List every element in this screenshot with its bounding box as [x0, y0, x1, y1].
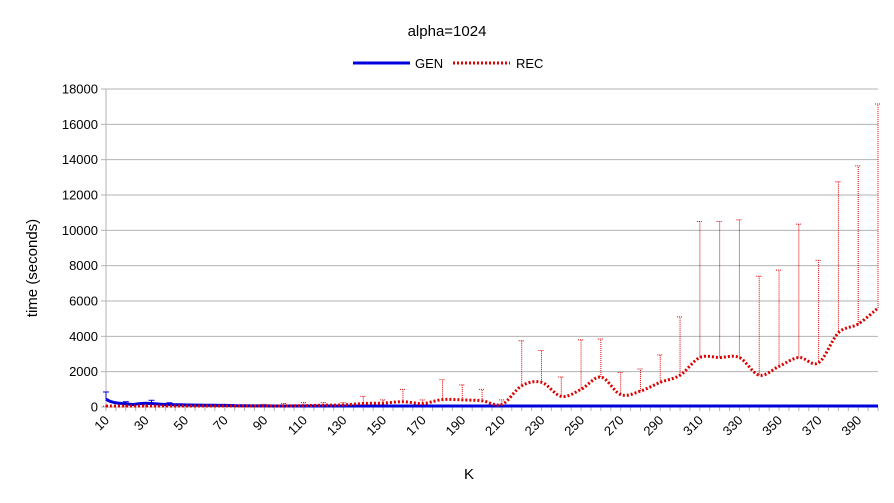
x-tick-label-110: 110 [285, 413, 310, 438]
x-tick-label-90: 90 [250, 413, 271, 434]
x-tick-label-150: 150 [363, 413, 389, 439]
x-tick-label-290: 290 [640, 413, 666, 439]
x-tick-label-350: 350 [759, 413, 785, 439]
y-tick-label-6000: 6000 [69, 294, 98, 309]
x-tick-label-170: 170 [403, 413, 429, 439]
x-tick-label-330: 330 [720, 413, 746, 439]
series-lines [105, 306, 879, 408]
legend: GEN REC [353, 56, 543, 71]
x-tick-label-10: 10 [91, 413, 112, 434]
x-tick-label-390: 390 [838, 413, 864, 439]
chart-title: alpha=1024 [408, 23, 487, 40]
x-tick-label-310: 310 [680, 413, 706, 439]
x-tick-label-130: 130 [324, 413, 350, 439]
gridlines [106, 88, 878, 408]
y-tick-label-2000: 2000 [69, 364, 98, 379]
y-tick-label-8000: 8000 [69, 258, 98, 273]
y-tick-label-4000: 4000 [69, 329, 98, 344]
x-tick-label-230: 230 [522, 413, 548, 439]
y-tick-label-12000: 12000 [62, 188, 98, 203]
x-tick-label-250: 250 [561, 413, 587, 439]
y-axis-ticks: 0 2000 4000 6000 8000 10000 12000 14000 16000 180… [62, 82, 106, 415]
y-tick-label-16000: 16000 [62, 117, 98, 132]
legend-label-rec: REC [516, 56, 543, 71]
y-tick-label-0: 0 [91, 400, 98, 415]
x-tick-label-30: 30 [131, 413, 152, 434]
y-tick-label-10000: 10000 [62, 223, 98, 238]
y-axis-label: time (seconds) [24, 219, 41, 317]
x-tick-label-190: 190 [442, 413, 468, 439]
x-tick-label-70: 70 [210, 413, 231, 434]
plot-area [105, 89, 878, 408]
legend-label-gen: GEN [415, 56, 443, 71]
series-line-gen [105, 397, 878, 408]
x-tick-label-50: 50 [170, 413, 191, 434]
series-line-rec [106, 306, 879, 408]
x-tick-label-270: 270 [601, 413, 627, 439]
y-tick-label-18000: 18000 [62, 82, 98, 97]
x-tick-label-370: 370 [799, 413, 825, 439]
y-tick-label-14000: 14000 [62, 152, 98, 167]
x-tick-label-210: 210 [482, 413, 508, 439]
x-axis-label: K [464, 466, 474, 483]
x-axis-ticks: 10 30 50 70 90 110 130 150 170 190 210 230 250 270 290… [91, 407, 879, 439]
error-bars [103, 103, 881, 407]
